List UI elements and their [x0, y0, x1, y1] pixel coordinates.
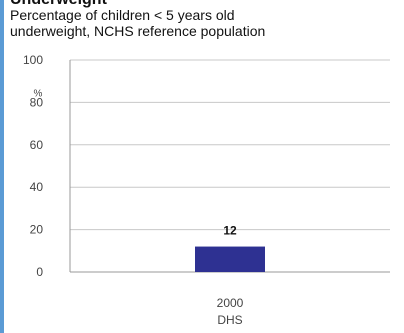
subtitle-line-1: Percentage of children < 5 years old: [10, 7, 235, 23]
x-axis-labels: 2000 DHS: [217, 296, 244, 327]
y-axis-unit-label: %: [34, 88, 43, 99]
y-tick-label-80: 80: [30, 95, 44, 109]
subtitle-line-2: underweight, NCHS reference population: [10, 23, 266, 39]
y-tick-label-100: 100: [23, 53, 43, 67]
y-tick-label-60: 60: [30, 138, 44, 152]
bars: 12: [195, 224, 265, 272]
bar-0: [195, 246, 265, 272]
left-accent-rule: [0, 0, 4, 333]
x-category-label-0-line-1: DHS: [217, 313, 242, 327]
x-category-label-0-line-0: 2000: [217, 296, 244, 310]
y-tick-label-40: 40: [30, 180, 44, 194]
y-tick-label-20: 20: [30, 223, 44, 237]
chart-title: Underweight: [10, 0, 107, 9]
y-tick-label-0: 0: [36, 265, 43, 279]
gridlines: [69, 59, 390, 273]
chart-subtitle: Percentage of children < 5 years old und…: [10, 7, 390, 39]
data-label-0: 12: [223, 224, 237, 238]
y-axis-ticks: 0 20 40 60 80 100: [23, 53, 43, 279]
